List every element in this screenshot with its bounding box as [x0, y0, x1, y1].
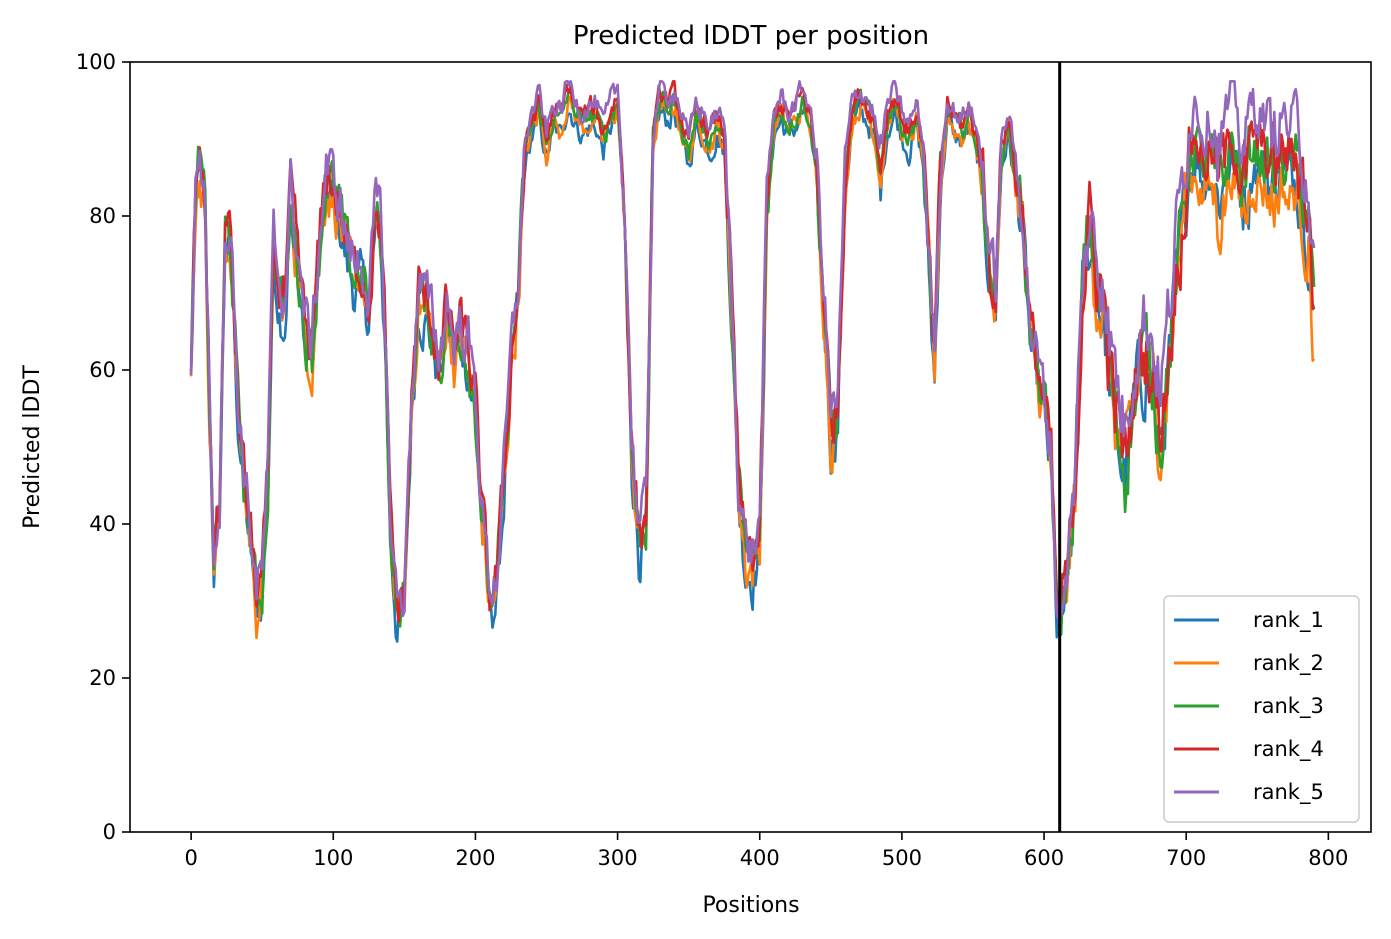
chart-title: Predicted lDDT per position: [573, 21, 929, 51]
y-tick-label: 60: [89, 358, 116, 382]
y-axis-label: Predicted lDDT: [20, 365, 45, 529]
series-line-rank_5: [189, 80, 1316, 621]
x-tick-label: 400: [740, 846, 780, 870]
x-axis-label: Positions: [702, 893, 799, 918]
x-tick-label: 600: [1024, 846, 1064, 870]
x-tick-label: 0: [184, 846, 197, 870]
legend-box: [1163, 595, 1360, 823]
legend-label-rank_4: rank_4: [1253, 737, 1324, 762]
x-tick-label: 300: [598, 846, 638, 870]
y-tick-label: 20: [89, 666, 116, 690]
x-tick-label: 100: [313, 846, 353, 870]
legend-label-rank_1: rank_1: [1253, 608, 1324, 633]
series-line-rank_4: [189, 80, 1315, 624]
legend-label-rank_5: rank_5: [1253, 780, 1324, 805]
y-tick-label: 100: [76, 50, 116, 74]
y-tick-label: 0: [103, 820, 116, 844]
plot-frame: [129, 61, 1372, 833]
x-tick-label: 800: [1308, 846, 1348, 870]
y-tick-label: 40: [89, 512, 116, 536]
plot-area: 0 100 200 300 400 500 600 700 800 0 20 40 60 80 100 ran…: [76, 50, 1372, 870]
x-tick-label: 200: [455, 846, 495, 870]
x-tick-label: 700: [1166, 846, 1206, 870]
y-tick-label: 80: [89, 204, 116, 228]
legend-label-rank_2: rank_2: [1253, 651, 1324, 676]
x-tick-label: 500: [882, 846, 922, 870]
legend-label-rank_3: rank_3: [1253, 694, 1324, 719]
